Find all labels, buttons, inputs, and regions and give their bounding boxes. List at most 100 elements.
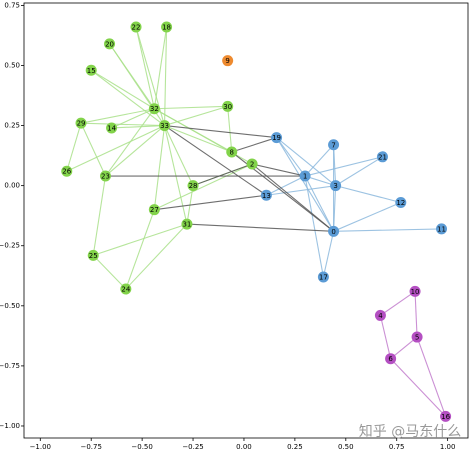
edge <box>416 336 447 417</box>
edge <box>66 123 82 172</box>
node <box>299 170 311 182</box>
x-tick-label: −0.75 <box>80 443 101 451</box>
node-label: 32 <box>150 105 159 113</box>
node <box>222 100 234 112</box>
edge <box>379 315 392 359</box>
edge <box>125 209 155 290</box>
node-label: 15 <box>87 67 96 75</box>
node <box>75 117 87 129</box>
edge <box>304 156 383 177</box>
edge <box>266 185 336 196</box>
node <box>85 64 97 76</box>
node <box>246 158 258 170</box>
node <box>187 180 199 192</box>
node-label: 2 <box>250 161 254 169</box>
edge <box>105 108 155 177</box>
y-tick-label: −0.50 <box>0 302 20 310</box>
edge <box>164 125 232 153</box>
node <box>99 170 111 182</box>
edge <box>390 336 418 360</box>
node-label: 16 <box>441 413 450 421</box>
edge <box>333 228 442 232</box>
y-tick-label: 0.75 <box>4 1 20 9</box>
edge <box>322 231 335 278</box>
edge <box>154 105 228 110</box>
edge <box>154 194 267 211</box>
x-tick-label: 0.75 <box>389 443 405 451</box>
node-label: 18 <box>162 24 171 32</box>
node <box>222 55 234 67</box>
node-label: 17 <box>319 273 328 281</box>
node <box>395 196 407 208</box>
node-label: 24 <box>121 285 130 293</box>
edge <box>125 223 188 290</box>
plot-frame <box>23 2 469 439</box>
node <box>330 180 342 192</box>
edge <box>304 175 324 278</box>
edge <box>81 122 165 127</box>
node-label: 3 <box>333 182 337 190</box>
node-label: 27 <box>150 206 159 214</box>
edge <box>186 223 334 232</box>
node-label: 26 <box>62 168 71 176</box>
edge <box>304 175 335 232</box>
node <box>181 218 193 230</box>
y-tick-label: 0.25 <box>4 122 20 130</box>
node <box>148 204 160 216</box>
edge <box>276 137 306 177</box>
edge <box>163 27 168 126</box>
edge <box>105 125 165 177</box>
node <box>106 122 118 134</box>
node <box>317 271 329 283</box>
node-label: 6 <box>388 355 393 363</box>
edge <box>192 163 253 187</box>
node <box>104 38 116 50</box>
x-tick-label: −0.25 <box>182 443 203 451</box>
edge <box>164 125 267 196</box>
edge <box>92 175 107 256</box>
edge <box>109 43 155 110</box>
edge <box>251 163 306 177</box>
node <box>376 151 388 163</box>
node-label: 10 <box>411 288 420 296</box>
edge <box>153 26 168 109</box>
node-label: 13 <box>262 192 271 200</box>
node <box>328 225 340 237</box>
node-label: 25 <box>89 252 98 260</box>
edge <box>164 105 228 127</box>
node-label: 7 <box>331 141 335 149</box>
node <box>159 120 171 132</box>
edge <box>90 69 155 110</box>
watermark: 知乎 @马东什么 <box>359 423 461 440</box>
node <box>409 285 421 297</box>
node <box>385 353 397 365</box>
node-label: 22 <box>132 24 141 32</box>
node-label: 29 <box>77 120 86 128</box>
node-label: 30 <box>223 103 232 111</box>
edge <box>111 108 155 129</box>
edge <box>266 175 306 196</box>
node-label: 19 <box>272 134 281 142</box>
edge <box>164 125 277 139</box>
node-label: 12 <box>396 199 405 207</box>
y-tick-label: −0.25 <box>0 242 20 250</box>
node <box>271 132 283 144</box>
edge <box>304 144 334 177</box>
edge <box>390 358 446 417</box>
node-label: 1 <box>303 173 307 181</box>
edge <box>276 137 336 187</box>
edge <box>92 254 127 290</box>
node <box>161 21 173 33</box>
node <box>130 21 142 33</box>
edge <box>80 108 155 124</box>
node-label: 0 <box>331 228 335 236</box>
node <box>374 309 386 321</box>
node-label: 20 <box>105 40 114 48</box>
node-label: 33 <box>160 122 169 130</box>
edge <box>335 156 383 187</box>
edge <box>231 137 277 153</box>
node-label: 4 <box>378 312 383 320</box>
y-tick-label: 0.00 <box>4 182 20 190</box>
node-label: 28 <box>189 182 198 190</box>
